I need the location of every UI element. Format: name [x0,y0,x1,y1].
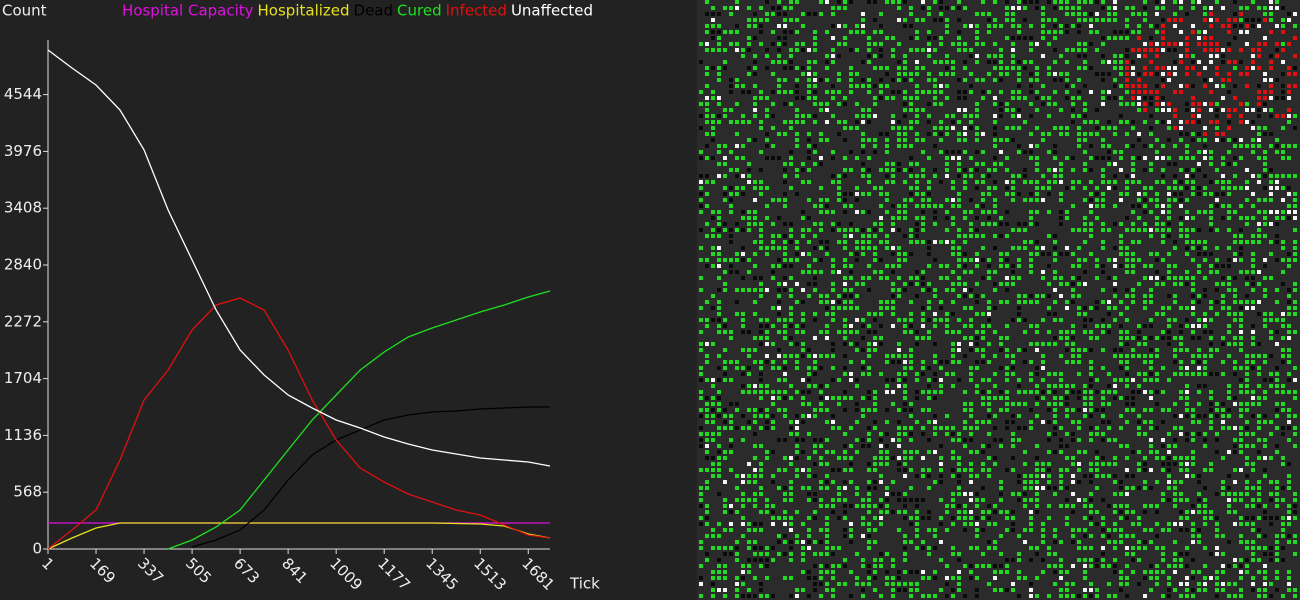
legend-entry: Hospitalized [258,2,350,20]
y-tick-label: 0 [32,540,42,558]
series-line [47,49,551,467]
y-tick-label: 4544 [4,85,42,103]
legend-entry: Dead [354,2,394,20]
series-line [47,522,551,550]
legend-entry: Hospital Capacity [122,2,254,20]
y-axis-label: Count [2,2,47,20]
chart-panel [0,0,697,600]
simulation-grid [699,0,1297,598]
y-tick-label: 3976 [4,142,42,160]
legend-entry: Unaffected [511,2,593,20]
y-tick-label: 568 [13,483,42,501]
x-axis-label: Tick [569,575,600,593]
y-tick-label: 3408 [4,199,42,217]
y-tick-label: 1704 [4,369,42,387]
series-line [191,406,550,548]
y-tick-label: 2272 [4,312,42,330]
y-tick-label: 2840 [4,256,42,274]
agents-red [1125,12,1297,136]
series-line [47,297,551,550]
legend-entry: Cured [397,2,442,20]
legend-entry: Infected [446,2,507,20]
y-tick-label: 1136 [4,426,42,444]
series-line [167,290,551,550]
